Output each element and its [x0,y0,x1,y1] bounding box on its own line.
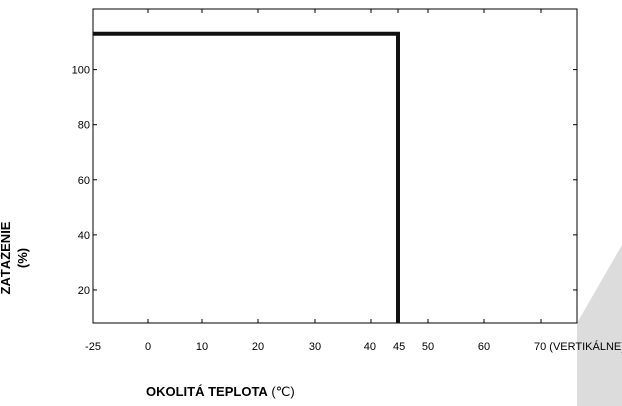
corner-watermark [577,245,622,406]
x-tick-label: 45 [393,341,405,353]
y-tick-label: 60 [78,175,90,187]
y-axis-title-line1: ZAŤAŽENIE [0,221,13,294]
x-tick-label: 40 [364,341,376,353]
y-axis-title-line2: (%) [15,248,30,268]
x-axis-title-main: OKOLITÁ TEPLOTA [146,384,268,399]
y-tick-label: 40 [78,230,90,242]
x-axis-ticks: -25 0 10 20 30 40 45 50 60 70 (VERTIKÁLNE) [85,9,622,353]
x-tick-label: 0 [145,341,151,353]
x-axis-title-unit: (℃) [268,384,295,399]
x-axis-title: OKOLITÁ TEPLOTA (℃) [146,384,295,399]
x-tick-label: 60 [478,341,490,353]
y-tick-label: 80 [78,120,90,132]
y-axis-ticks: 20 40 60 80 100 [72,65,577,297]
x-tick-label: 30 [309,341,321,353]
x-tick-label: 70 (VERTIKÁLNE) [534,340,622,353]
y-tick-label: 100 [72,65,90,77]
derating-line [93,31,400,323]
y-tick-label: 20 [78,285,90,297]
plot-frame [92,8,578,324]
x-tick-label: 50 [422,341,434,353]
x-tick-label: -25 [85,341,101,353]
series-group [93,31,400,323]
x-tick-label: 10 [196,341,208,353]
x-tick-label: 20 [252,341,264,353]
